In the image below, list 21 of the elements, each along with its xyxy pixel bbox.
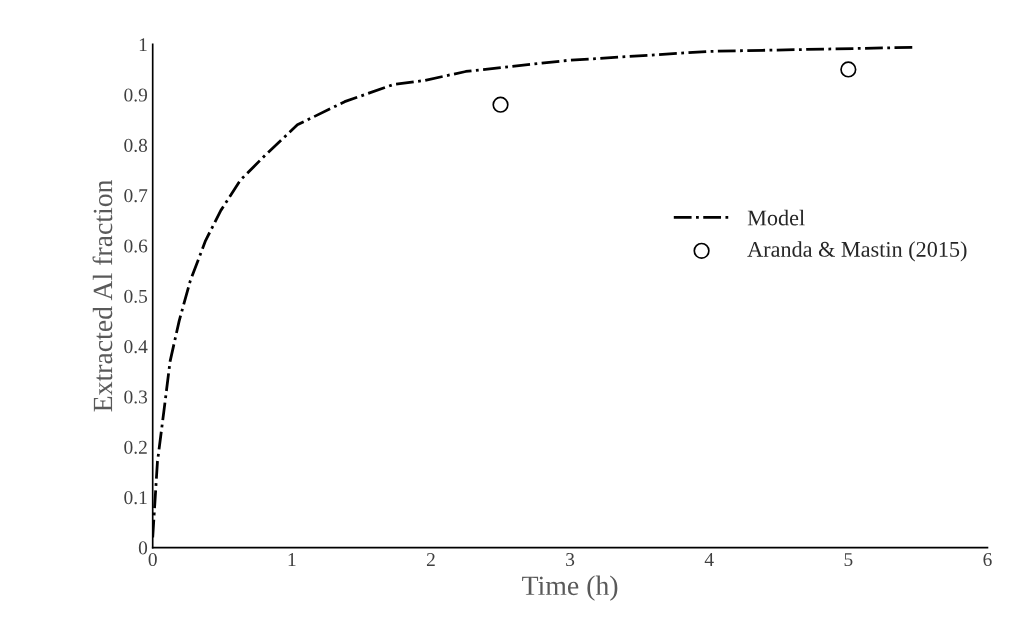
y-tick-label: 0.9: [124, 88, 148, 102]
y-tick-label: 0.3: [124, 390, 148, 404]
x-tick-label: 6: [983, 553, 992, 567]
x-tick-label: 4: [704, 553, 714, 566]
y-tick-label: 0.5: [124, 289, 148, 303]
y-tick-label: 1: [139, 38, 147, 52]
y-tick-label: 0.4: [124, 340, 148, 354]
x-tick-label: 5: [844, 553, 853, 567]
legend-label: Aranda & Mastin (2015): [747, 241, 967, 262]
legend-label: Model: [747, 209, 805, 226]
y-tick-label: 0.7: [124, 189, 148, 203]
y-tick-label: 0.8: [124, 138, 148, 152]
y-tick-label: 0: [138, 541, 148, 555]
x-tick-label: 3: [566, 553, 575, 567]
x-tick-label: 2: [426, 553, 435, 566]
x-axis-title: Time (h): [522, 575, 618, 601]
x-tick-label: 1: [288, 553, 296, 566]
y-tick-label: 0.6: [124, 239, 148, 253]
y-axis-title: Extracted Al fraction: [92, 179, 113, 412]
y-tick-label: 0.2: [124, 440, 147, 454]
y-tick-label: 0.1: [124, 491, 147, 505]
